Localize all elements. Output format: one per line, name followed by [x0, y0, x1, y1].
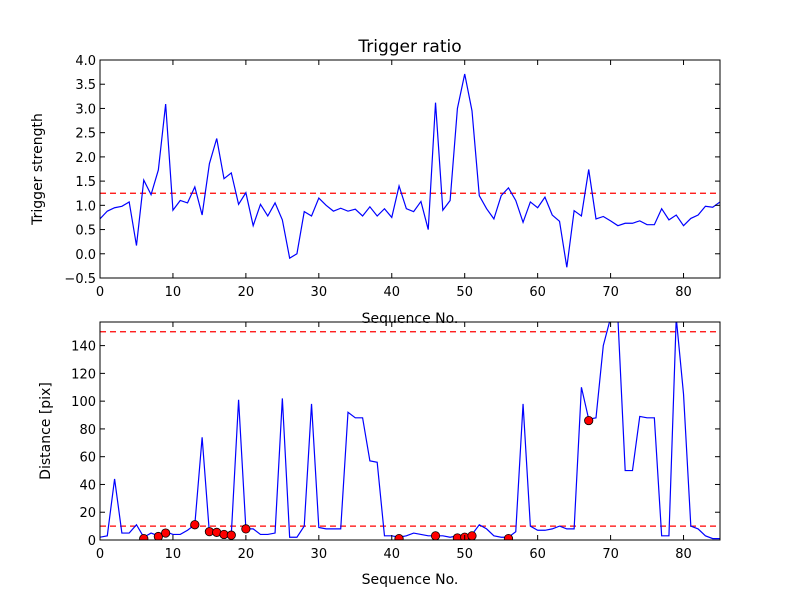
y-tick-label: 2.0	[75, 151, 96, 166]
x-tick-label: 0	[96, 547, 104, 562]
data-marker	[190, 520, 200, 530]
bottom-x-ticks: 0 10 20 30 40 50 60 70 80	[96, 322, 692, 562]
data-marker	[503, 534, 514, 540]
y-tick-label: 80	[79, 423, 96, 438]
x-tick-label: 40	[383, 285, 400, 300]
y-tick-label: 60	[79, 451, 96, 466]
x-tick-label: 20	[238, 285, 255, 300]
y-tick-label: 1.0	[75, 199, 96, 214]
trigger-ratio-panel: Trigger ratio 0 10 20 30 40 50 60 70 80 −0.50.00…	[30, 37, 721, 327]
top-plot-frame	[99, 59, 721, 279]
x-tick-label: 70	[602, 547, 619, 562]
y-tick-label: 3.0	[75, 102, 96, 117]
plot-area	[100, 322, 720, 540]
top-y-ticks: −0.5 0.0 0.5 1.0 1.5 2.0 2.5 3.0 3.5 4.0	[64, 54, 720, 287]
x-tick-label: 30	[311, 547, 328, 562]
top-x-ticks: 0 10 20 30 40 50 60 70 80	[96, 60, 692, 300]
data-marker	[139, 534, 149, 540]
data-marker	[226, 530, 236, 540]
x-tick-label: 60	[529, 285, 546, 300]
y-tick-label: −0.5	[64, 272, 96, 287]
data-marker	[161, 528, 171, 538]
x-tick-label: 10	[165, 285, 182, 300]
y-tick-label: 40	[79, 478, 96, 493]
x-tick-label: 70	[602, 285, 619, 300]
x-tick-label: 50	[456, 285, 473, 300]
x-tick-label: 80	[675, 285, 692, 300]
y-tick-label: 1.5	[75, 175, 96, 190]
x-tick-label: 30	[311, 285, 328, 300]
y-tick-label: 3.5	[75, 78, 96, 93]
series-line	[100, 73, 720, 268]
bottom-x-axis-label: Sequence No.	[362, 572, 459, 588]
y-tick-label: 20	[79, 506, 96, 521]
series-line	[100, 322, 720, 540]
data-marker	[584, 415, 594, 426]
top-y-axis-label: Trigger strength	[30, 113, 46, 226]
distance-panel: 0 10 20 30 40 50 60 70 80 0 20 40 60 80 100 120 140 Seq…	[38, 321, 721, 588]
plot-area	[100, 73, 720, 268]
y-tick-label: 4.0	[75, 54, 96, 69]
data-marker	[467, 531, 477, 540]
bottom-y-axis-label: Distance [pix]	[38, 382, 54, 480]
data-marker	[153, 531, 163, 540]
data-marker	[394, 534, 404, 540]
y-tick-label: 0.5	[75, 224, 96, 239]
y-tick-label: 0	[88, 534, 96, 549]
x-tick-label: 80	[675, 547, 692, 562]
y-tick-label: 0.0	[75, 248, 96, 263]
x-tick-label: 0	[96, 285, 104, 300]
top-grid-and-series	[100, 73, 720, 268]
chart-title: Trigger ratio	[357, 37, 461, 57]
x-tick-label: 50	[456, 547, 473, 562]
data-marker	[241, 524, 251, 534]
x-tick-label: 40	[383, 547, 400, 562]
x-tick-label: 10	[165, 547, 182, 562]
x-tick-label: 20	[238, 547, 255, 562]
x-tick-label: 60	[529, 547, 546, 562]
bottom-y-ticks: 0 20 40 60 80 100 120 140	[71, 340, 720, 549]
top-x-axis-label: Sequence No.	[362, 311, 459, 327]
y-tick-label: 140	[71, 340, 96, 355]
y-tick-label: 120	[71, 367, 96, 382]
bottom-grid-and-series	[100, 322, 720, 540]
y-tick-label: 2.5	[75, 127, 96, 142]
y-tick-label: 100	[71, 395, 96, 410]
data-marker	[430, 531, 441, 540]
bottom-plot-frame	[99, 321, 721, 541]
